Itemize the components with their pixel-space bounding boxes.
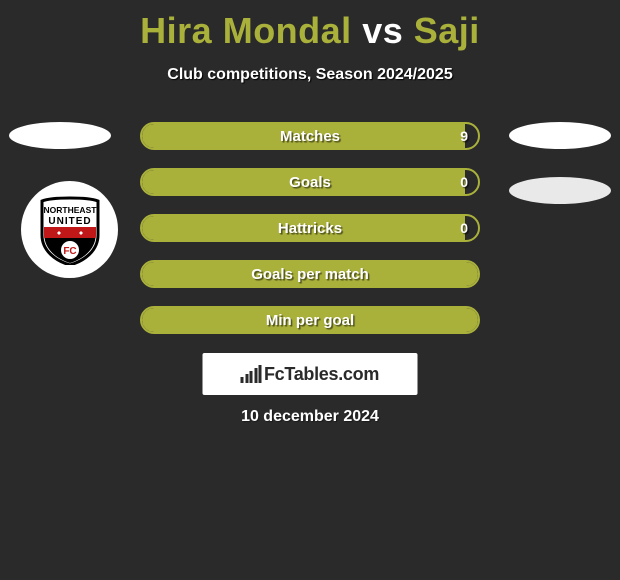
stat-bar: Goals0: [140, 168, 480, 196]
stat-bar: Min per goal: [140, 306, 480, 334]
stat-label: Goals per match: [142, 262, 478, 286]
stat-value-right: 0: [460, 170, 468, 194]
player1-club-badge: NORTHEAST UNITED FC: [21, 181, 118, 278]
stat-label: Hattricks: [142, 216, 478, 240]
snapshot-date: 10 december 2024: [0, 408, 620, 426]
stat-bar: Goals per match: [140, 260, 480, 288]
stat-label: Goals: [142, 170, 478, 194]
comparison-title: Hira Mondal vs Saji: [0, 0, 620, 52]
badge-line1: NORTHEAST: [43, 205, 97, 215]
stat-value-right: 0: [460, 216, 468, 240]
badge-fc-label: FC: [63, 246, 76, 257]
watermark-text: FcTables.com: [264, 364, 379, 385]
stat-bar: Hattricks0: [140, 214, 480, 242]
player1-country-placeholder: [9, 122, 111, 149]
stat-value-right: 9: [460, 124, 468, 148]
player2-club-placeholder: [509, 177, 611, 204]
vs-separator: vs: [362, 10, 403, 51]
player2-name: Saji: [414, 10, 480, 51]
stat-label: Matches: [142, 124, 478, 148]
stat-label: Min per goal: [142, 308, 478, 332]
stat-bar: Matches9: [140, 122, 480, 150]
player1-name: Hira Mondal: [140, 10, 352, 51]
player2-country-placeholder: [509, 122, 611, 149]
northeast-united-shield-icon: NORTHEAST UNITED FC: [38, 195, 102, 265]
fctables-watermark: FcTables.com: [203, 353, 418, 395]
stat-bars: Matches9Goals0Hattricks0Goals per matchM…: [140, 122, 480, 352]
comparison-subtitle: Club competitions, Season 2024/2025: [0, 66, 620, 84]
badge-line2: UNITED: [48, 216, 91, 227]
watermark-bars-icon: [241, 365, 262, 383]
